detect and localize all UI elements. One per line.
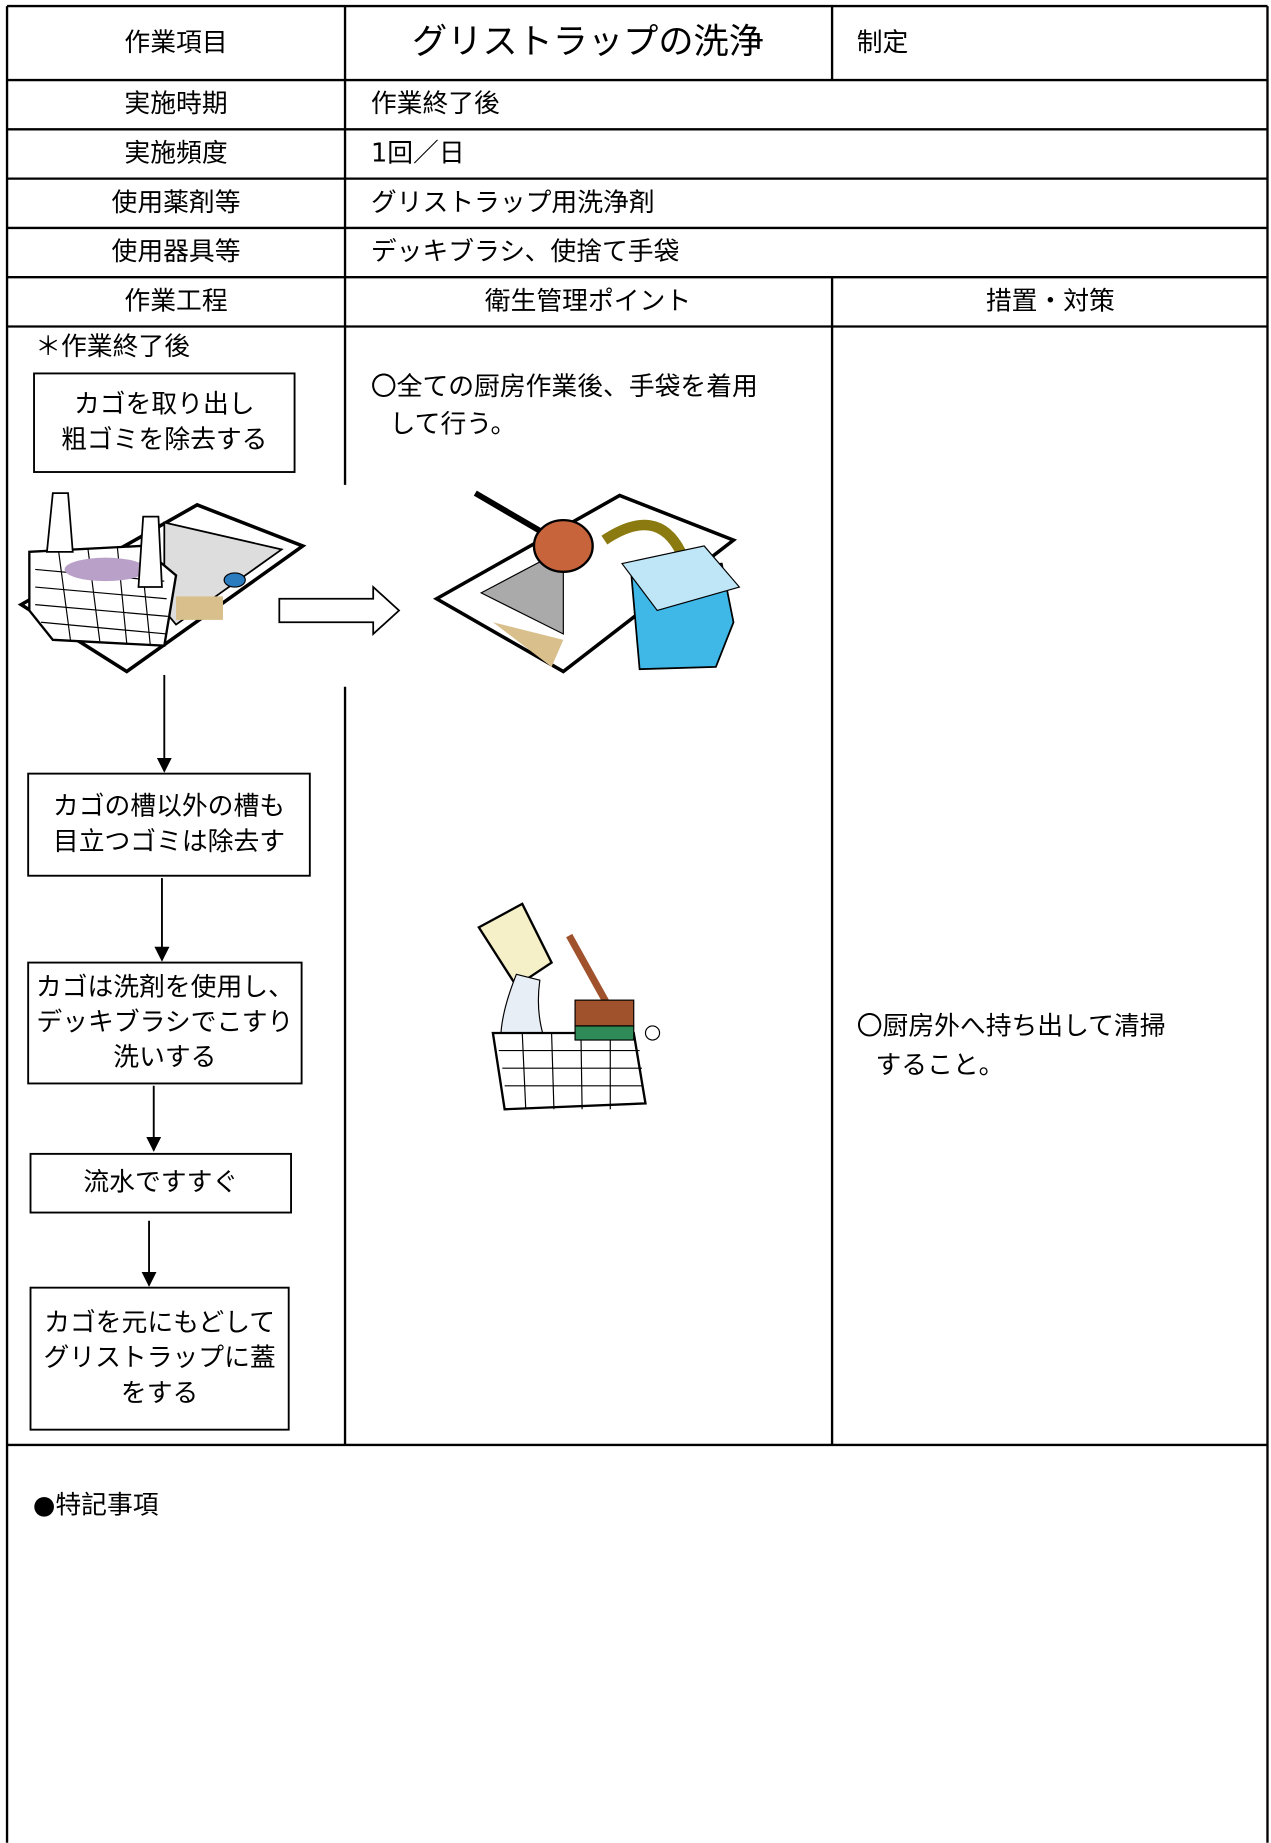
flow-step xyxy=(29,1286,290,1431)
column-header: 措置・対策 xyxy=(986,286,1115,316)
row-label: 実施時期 xyxy=(124,89,227,119)
row-label: 実施頻度 xyxy=(124,138,227,168)
row-label: 使用器具等 xyxy=(112,237,241,267)
column-header: 作業工程 xyxy=(124,286,227,316)
row-value: デッキブラシ、使捨て手袋 xyxy=(371,237,680,267)
process-arrow xyxy=(278,585,401,636)
flow-step-text: デッキブラシでこすり xyxy=(36,1008,293,1038)
hygiene-point: 〇全ての厨房作業後、手袋を着用 xyxy=(371,372,758,402)
flow-step-text: 洗いする xyxy=(113,1043,216,1073)
column-header: 衛生管理ポイント xyxy=(485,286,691,316)
measure: すること。 xyxy=(875,1050,1004,1080)
flow: カゴを取り出し粗ゴミを除去するカゴの槽以外の槽も目立つゴミは除去すカゴは洗剤を使… xyxy=(27,372,311,1431)
row-value: 作業終了後 xyxy=(371,89,500,119)
flow-step xyxy=(27,961,303,1085)
table-lines xyxy=(5,4,1269,1843)
flow-step-text: カゴを取り出し xyxy=(74,390,255,420)
flow-step-text: グリストラップに蓋 xyxy=(44,1343,276,1373)
illustration-basket-removal xyxy=(17,492,307,674)
flow-step-text: カゴは洗剤を使用し、 xyxy=(36,972,294,1002)
flow-step-text: カゴの槽以外の槽も xyxy=(53,792,285,822)
illustration-brush-wash xyxy=(477,902,661,1111)
process-note: ＊作業終了後 xyxy=(35,332,190,362)
notes-label: ●特記事項 xyxy=(33,1490,159,1520)
flow-step-text: 流水ですすぐ xyxy=(83,1168,238,1198)
flow-step xyxy=(33,372,296,473)
row-label: 使用薬剤等 xyxy=(112,188,241,218)
flow-step-text: 目立つゴミは除去す xyxy=(53,827,285,857)
flow-step xyxy=(29,1152,292,1214)
illustration-trash-disposal xyxy=(433,490,741,674)
flow-step-text: 粗ゴミを除去する xyxy=(61,425,267,455)
item-label: 作業項目 xyxy=(124,28,227,58)
hygiene-point: して行う。 xyxy=(390,410,517,440)
established-label: 制定 xyxy=(857,28,909,58)
row-value: 1回／日 xyxy=(371,138,465,168)
row-value: グリストラップ用洗浄剤 xyxy=(371,188,655,218)
measure: 〇厨房外へ持ち出して清掃 xyxy=(857,1012,1166,1042)
title: グリストラップの洗浄 xyxy=(412,22,764,63)
flow-step-text: カゴを元にもどして xyxy=(44,1308,275,1338)
flow-step-text: をする xyxy=(121,1378,198,1408)
flow-step xyxy=(27,772,311,877)
